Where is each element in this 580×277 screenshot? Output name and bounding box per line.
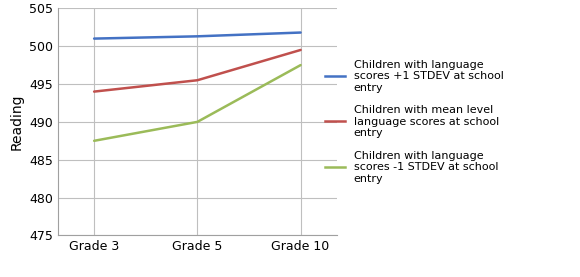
Legend: Children with language
scores +1 STDEV at school
entry, Children with mean level: Children with language scores +1 STDEV a… [325,60,503,184]
Y-axis label: Reading: Reading [10,94,24,150]
